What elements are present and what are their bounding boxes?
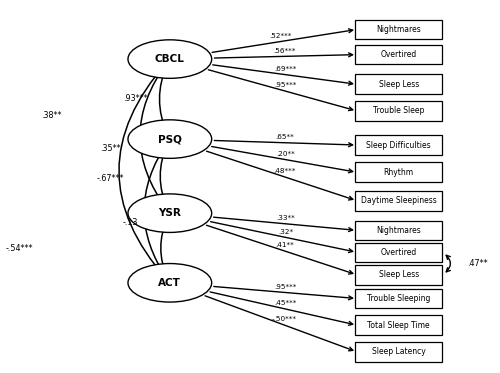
Ellipse shape — [128, 194, 212, 232]
Text: .35**: .35** — [100, 144, 121, 153]
Text: YSR: YSR — [158, 208, 182, 218]
FancyBboxPatch shape — [356, 75, 442, 94]
Text: PSQ: PSQ — [158, 134, 182, 144]
FancyBboxPatch shape — [356, 45, 442, 65]
FancyBboxPatch shape — [356, 135, 442, 155]
Text: .41**: .41** — [276, 242, 294, 248]
FancyBboxPatch shape — [356, 191, 442, 210]
FancyBboxPatch shape — [356, 265, 442, 285]
FancyBboxPatch shape — [356, 242, 442, 262]
Text: Sleep Less: Sleep Less — [378, 80, 419, 89]
Text: ACT: ACT — [158, 278, 182, 288]
Text: .32*: .32* — [278, 229, 293, 235]
Text: .93***: .93*** — [123, 94, 148, 103]
FancyArrowPatch shape — [140, 63, 167, 210]
Ellipse shape — [128, 120, 212, 159]
Text: Nightmares: Nightmares — [376, 226, 421, 235]
Text: Daytime Sleepiness: Daytime Sleepiness — [361, 196, 436, 205]
Text: .33**: .33** — [276, 215, 294, 221]
Text: .47**: .47** — [467, 259, 488, 268]
Text: Nightmares: Nightmares — [376, 25, 421, 34]
FancyBboxPatch shape — [356, 163, 442, 182]
FancyArrowPatch shape — [119, 62, 167, 279]
Text: .52***: .52*** — [270, 33, 292, 39]
Text: Total Sleep Time: Total Sleep Time — [368, 321, 430, 330]
FancyArrowPatch shape — [144, 143, 168, 279]
Text: .69***: .69*** — [274, 66, 296, 72]
Text: .56***: .56*** — [272, 48, 295, 54]
Ellipse shape — [128, 264, 212, 302]
FancyBboxPatch shape — [356, 289, 442, 308]
Text: .95***: .95*** — [274, 82, 296, 88]
Text: .45***: .45*** — [274, 300, 296, 306]
FancyBboxPatch shape — [356, 220, 442, 240]
Text: -.54***: -.54*** — [6, 244, 34, 253]
Text: Sleep Latency: Sleep Latency — [372, 347, 426, 356]
Text: .48***: .48*** — [274, 168, 296, 174]
Text: .20**: .20** — [276, 151, 295, 157]
Text: -.50***: -.50*** — [272, 316, 297, 322]
Text: Sleep Difficulties: Sleep Difficulties — [366, 141, 431, 150]
Text: -.67***: -.67*** — [97, 174, 124, 183]
Text: Rhythm: Rhythm — [384, 168, 414, 177]
Ellipse shape — [128, 40, 212, 78]
Text: CBCL: CBCL — [155, 54, 185, 64]
Text: -.13: -.13 — [123, 217, 138, 226]
FancyArrowPatch shape — [160, 63, 168, 135]
Text: .95***: .95*** — [274, 284, 296, 290]
FancyBboxPatch shape — [356, 101, 442, 121]
Text: Trouble Sleep: Trouble Sleep — [373, 106, 424, 115]
FancyBboxPatch shape — [356, 342, 442, 362]
FancyArrowPatch shape — [446, 255, 450, 272]
FancyBboxPatch shape — [356, 316, 442, 335]
FancyArrowPatch shape — [160, 143, 168, 209]
FancyBboxPatch shape — [356, 20, 442, 39]
Text: .38**: .38** — [42, 111, 62, 120]
Text: .65**: .65** — [276, 134, 294, 140]
Text: Sleep Less: Sleep Less — [378, 270, 419, 279]
FancyArrowPatch shape — [161, 217, 168, 279]
Text: Trouble Sleeping: Trouble Sleeping — [367, 294, 430, 303]
Text: Overtired: Overtired — [380, 248, 417, 257]
Text: Overtired: Overtired — [380, 50, 417, 59]
